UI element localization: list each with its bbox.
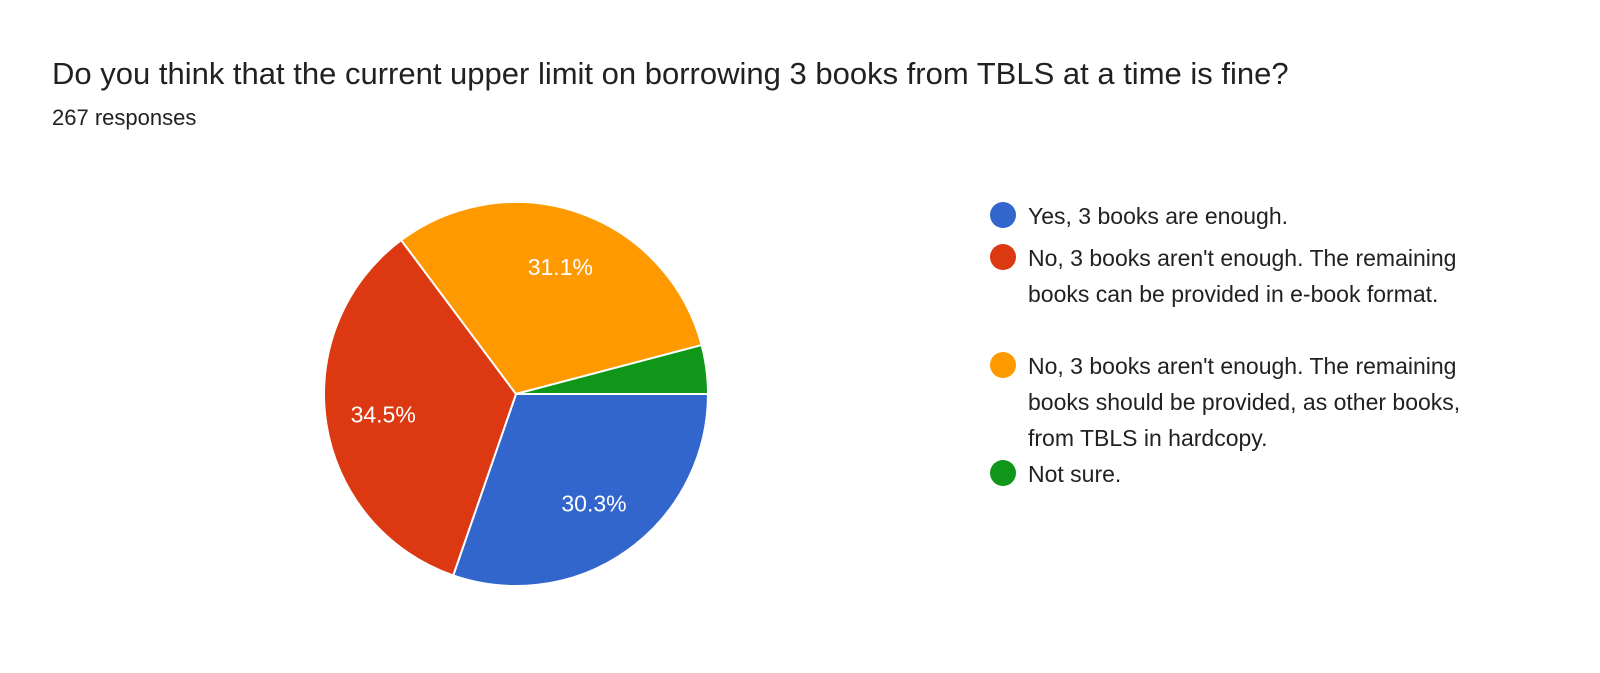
legend-item: No, 3 books aren't enough. The remaining… <box>990 240 1490 312</box>
pie-slice-3 <box>515 343 710 395</box>
legend-item: No, 3 books aren't enough. The remaining… <box>990 348 1490 456</box>
slice-label-2: 31.1% <box>528 254 593 280</box>
pie-slice-2 <box>399 201 703 396</box>
legend-swatch <box>990 244 1016 270</box>
chart-title: Do you think that the current upper limi… <box>52 56 1289 91</box>
legend-swatch <box>990 202 1016 228</box>
slice-label-0: 30.3% <box>561 490 626 516</box>
legend-label: Yes, 3 books are enough. <box>1028 203 1289 229</box>
slice-label-1: 34.5% <box>351 402 416 428</box>
legend-item: Not sure. <box>990 456 1490 492</box>
legend-item: Yes, 3 books are enough. <box>990 198 1490 234</box>
response-count: 267 responses <box>52 105 197 130</box>
legend-label: No, 3 books aren't enough. The remaining… <box>1028 353 1461 451</box>
pie-slice-0 <box>451 393 710 587</box>
legend-label: Not sure. <box>1028 461 1122 487</box>
pie-slice-1 <box>323 238 518 577</box>
legend-label: No, 3 books aren't enough. The remaining… <box>1028 245 1457 307</box>
legend-swatch <box>990 352 1016 378</box>
legend-swatch <box>990 460 1016 486</box>
